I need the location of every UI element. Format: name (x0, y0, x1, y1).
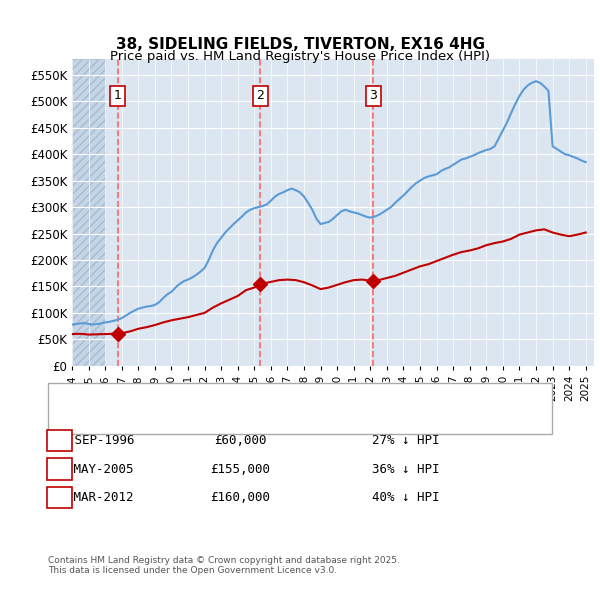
Text: 2: 2 (256, 89, 265, 102)
Text: 30-SEP-1996: 30-SEP-1996 (52, 434, 134, 447)
Text: 40% ↓ HPI: 40% ↓ HPI (372, 491, 439, 504)
Text: £60,000: £60,000 (214, 434, 266, 447)
Text: 3: 3 (370, 89, 377, 102)
Text: 3: 3 (55, 491, 64, 504)
Text: 36% ↓ HPI: 36% ↓ HPI (372, 463, 439, 476)
Text: Contains HM Land Registry data © Crown copyright and database right 2025.
This d: Contains HM Land Registry data © Crown c… (48, 556, 400, 575)
Text: £155,000: £155,000 (210, 463, 270, 476)
Text: 1: 1 (55, 434, 64, 447)
Text: 16-MAY-2005: 16-MAY-2005 (52, 463, 134, 476)
Text: 38, SIDELING FIELDS, TIVERTON, EX16 4HG (detached house): 38, SIDELING FIELDS, TIVERTON, EX16 4HG … (102, 394, 445, 404)
Text: HPI: Average price, detached house, Mid Devon: HPI: Average price, detached house, Mid … (102, 416, 368, 426)
Text: 27% ↓ HPI: 27% ↓ HPI (372, 434, 439, 447)
Text: 09-MAR-2012: 09-MAR-2012 (52, 491, 134, 504)
Text: 2: 2 (55, 463, 64, 476)
Text: £160,000: £160,000 (210, 491, 270, 504)
Text: 1: 1 (113, 89, 122, 102)
Text: 38, SIDELING FIELDS, TIVERTON, EX16 4HG: 38, SIDELING FIELDS, TIVERTON, EX16 4HG (115, 37, 485, 52)
Bar (72, 59, 105, 366)
Text: Price paid vs. HM Land Registry's House Price Index (HPI): Price paid vs. HM Land Registry's House … (110, 50, 490, 63)
